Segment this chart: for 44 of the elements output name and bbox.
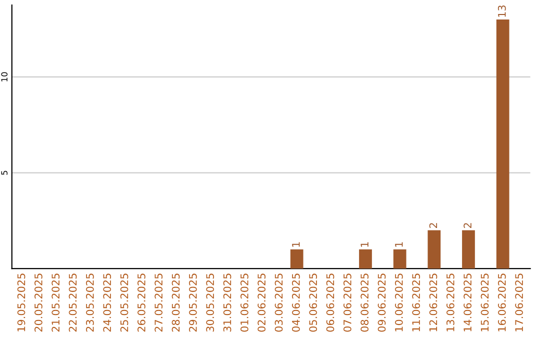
x-tick-label: 09.06.2025: [378, 274, 386, 332]
x-tick-label: 02.06.2025: [258, 274, 266, 332]
bar: [359, 249, 372, 269]
x-tick-label: 15.06.2025: [480, 274, 489, 332]
x-tick-label: 21.05.2025: [52, 274, 60, 332]
x-tick-label: 12.06.2025: [429, 274, 438, 332]
x-tick-label: 28.05.2025: [172, 274, 180, 332]
x-tick-label: 26.05.2025: [137, 274, 146, 332]
x-tick-label: 04.06.2025: [292, 274, 300, 332]
x-tick-label: 13.06.2025: [446, 274, 454, 332]
x-tick-label: 24.05.2025: [103, 274, 112, 332]
data-label: 2: [429, 223, 438, 228]
bar: [462, 230, 475, 269]
x-tick-label: 16.06.2025: [498, 274, 506, 332]
x-tick-label: 19.05.2025: [17, 274, 26, 332]
data-label: 1: [292, 242, 300, 247]
x-tick-label: 27.05.2025: [154, 274, 163, 332]
x-tick-label: 25.05.2025: [120, 274, 128, 332]
x-tick-label: 10.06.2025: [394, 274, 403, 332]
bar: [496, 19, 510, 269]
x-tick-label: 03.06.2025: [274, 274, 283, 332]
x-tick-label: 05.06.2025: [309, 274, 318, 332]
data-label: 1: [395, 242, 403, 247]
x-tick-label: 29.05.2025: [188, 274, 197, 332]
x-tick-label: 11.06.2025: [412, 274, 420, 332]
x-tick-label: 14.06.2025: [464, 274, 472, 332]
x-tick-label: 31.05.2025: [223, 274, 232, 332]
x-tick-label: 23.05.2025: [86, 274, 94, 332]
x-tick-label: 17.06.2025: [515, 274, 524, 332]
bar: [290, 249, 304, 269]
y-tick-label: 10: [1, 72, 8, 82]
x-tick-label: 30.05.2025: [206, 274, 214, 332]
x-tick-label: 22.05.2025: [68, 274, 77, 332]
x-tick-label: 01.06.2025: [240, 274, 248, 332]
bar: [428, 230, 441, 269]
x-tick-label: 07.06.2025: [343, 274, 352, 332]
y-tick-label: 5: [1, 170, 8, 175]
data-label: 2: [464, 223, 472, 228]
bar: [393, 249, 406, 269]
x-tick-label: 20.05.2025: [34, 274, 42, 332]
data-label: 13: [498, 6, 506, 17]
data-label: 1: [360, 242, 368, 247]
x-tick-label: 06.06.2025: [326, 274, 334, 332]
x-tick-label: 08.06.2025: [360, 274, 369, 332]
